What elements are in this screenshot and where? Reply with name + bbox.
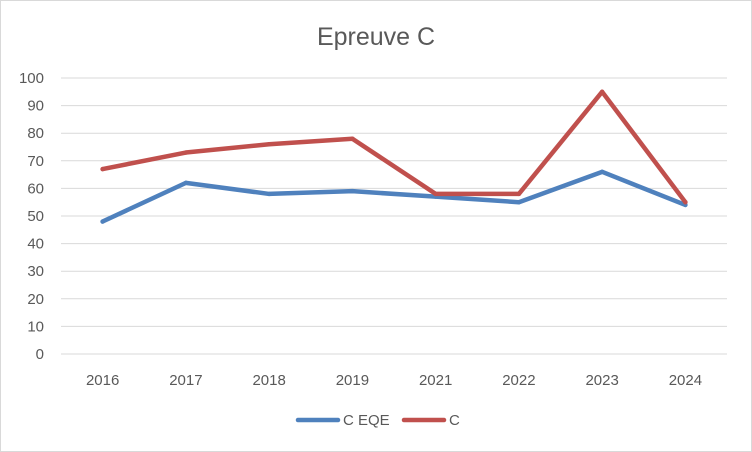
legend-label: C EQE (343, 412, 390, 429)
x-tick-label: 2016 (86, 372, 119, 389)
y-tick-label: 50 (27, 208, 44, 225)
y-tick-label: 30 (27, 263, 44, 280)
gridlines (61, 77, 727, 355)
y-tick-label: 20 (27, 291, 44, 308)
data-point (183, 180, 189, 186)
data-point (516, 200, 522, 205)
y-tick-label: 60 (27, 180, 44, 197)
x-tick-label: 2017 (169, 372, 202, 389)
x-tick-label: 2021 (419, 372, 452, 389)
data-point (599, 169, 605, 175)
x-tick-label: 2019 (336, 372, 369, 389)
x-tick-label: 2022 (502, 372, 535, 389)
data-point (183, 150, 189, 155)
y-tick-label: 70 (27, 153, 44, 170)
data-point (350, 188, 355, 194)
y-tick-label: 80 (27, 125, 44, 142)
data-point (599, 89, 605, 95)
data-point (350, 136, 355, 141)
legend-label: C (449, 412, 460, 429)
x-tick-label: 2018 (252, 372, 285, 389)
y-tick-label: 10 (27, 318, 44, 335)
series-lines (100, 89, 688, 224)
data-point (266, 191, 272, 197)
data-point (100, 166, 105, 172)
chart-title: Epreuve C (317, 23, 435, 51)
y-tick-label: 90 (27, 98, 44, 115)
x-axis-ticks: 2016 2017 2018 2019 2021 2022 2023 2024 (86, 372, 702, 389)
data-point (100, 219, 105, 224)
x-tick-label: 2024 (669, 372, 702, 389)
data-point (433, 191, 438, 197)
legend: C EQE C (295, 412, 460, 429)
y-tick-label: 100 (19, 70, 44, 87)
data-point (683, 200, 688, 205)
y-tick-label: 40 (27, 236, 44, 253)
y-tick-label: 0 (36, 346, 44, 363)
series-line-0 (100, 169, 688, 224)
x-tick-label: 2023 (585, 372, 618, 389)
y-axis-ticks: 0 10 20 30 40 50 60 70 80 90 100 (19, 70, 44, 363)
data-point (266, 142, 272, 147)
data-point (516, 191, 522, 197)
series-line-1 (100, 89, 688, 205)
